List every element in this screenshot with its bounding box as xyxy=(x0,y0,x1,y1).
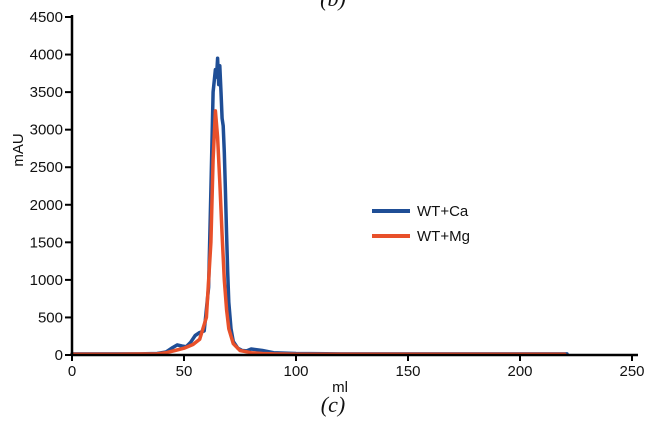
legend-label: WT+Mg xyxy=(417,228,470,245)
y-tick-label: 1500 xyxy=(30,234,63,251)
panel-label-top: (b) xyxy=(320,0,346,11)
y-tick-label: 3000 xyxy=(30,122,63,139)
y-tick-label: 2000 xyxy=(30,197,63,214)
x-tick-label: 250 xyxy=(619,363,644,380)
axes: 0 500 1000 1500 2000 2500 3000 3500 4000 4500 0 50 1… xyxy=(30,9,645,380)
x-tick-label: 200 xyxy=(507,363,532,380)
y-tick-label: 1000 xyxy=(30,272,63,289)
y-tick-label: 0 xyxy=(55,347,63,364)
x-axis-label: ml xyxy=(332,379,348,396)
x-tick-label: 50 xyxy=(176,363,193,380)
series-line-wt-ca xyxy=(70,56,569,356)
panel-label-bottom: (c) xyxy=(321,392,345,417)
y-tick-label: 4000 xyxy=(30,47,63,64)
y-tick-label: 2500 xyxy=(30,159,63,176)
series-line-wt-mg xyxy=(70,109,567,356)
plot-area xyxy=(70,56,569,356)
y-tick-label: 4500 xyxy=(30,9,63,26)
legend-label: WT+Ca xyxy=(417,203,469,220)
x-tick-label: 0 xyxy=(68,363,76,380)
x-tick-label: 150 xyxy=(395,363,420,380)
y-axis-label: mAU xyxy=(10,133,27,166)
y-tick-label: 3500 xyxy=(30,84,63,101)
y-tick-label: 500 xyxy=(38,309,63,326)
legend: WT+Ca WT+Mg xyxy=(372,203,470,245)
x-tick-label: 100 xyxy=(283,363,308,380)
